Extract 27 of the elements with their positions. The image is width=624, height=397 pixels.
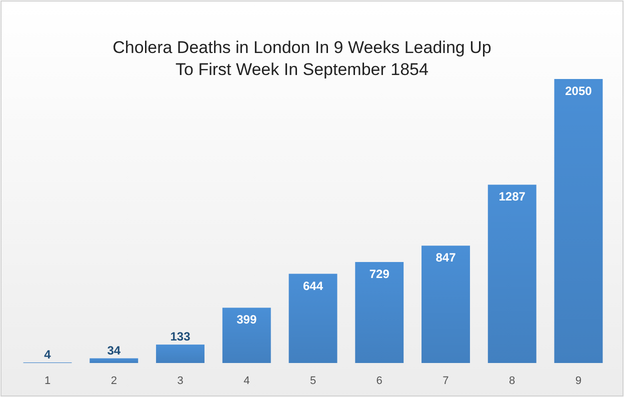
bar xyxy=(222,308,271,363)
bar xyxy=(488,184,536,363)
x-tick-label: 6 xyxy=(376,375,382,387)
bar xyxy=(288,274,338,363)
data-label: 847 xyxy=(436,250,456,265)
data-label: 399 xyxy=(236,312,257,327)
chart-title: Cholera Deaths in London In 9 Weeks Leading Up To First Week In September 1854 xyxy=(112,38,492,79)
x-tick-label: 2 xyxy=(110,375,117,387)
x-tick-label: 9 xyxy=(575,375,582,387)
x-tick-label: 3 xyxy=(177,375,184,387)
x-tick-label: 8 xyxy=(509,375,516,387)
x-tick-label: 1 xyxy=(44,375,51,387)
data-label: 4 xyxy=(44,347,52,362)
bar xyxy=(90,358,138,363)
bar xyxy=(156,344,204,363)
x-tick-label: 4 xyxy=(244,375,250,387)
x-tick-label: 7 xyxy=(442,375,449,387)
bar xyxy=(554,79,603,363)
bar xyxy=(355,262,404,363)
data-label: 729 xyxy=(369,267,390,282)
data-label: 133 xyxy=(170,330,191,344)
data-label: 1287 xyxy=(498,190,526,204)
bar xyxy=(422,246,470,363)
data-label: 644 xyxy=(302,278,324,293)
x-tick-label: 5 xyxy=(310,375,316,387)
data-label: 2050 xyxy=(565,84,592,98)
data-label: 34 xyxy=(107,343,121,358)
